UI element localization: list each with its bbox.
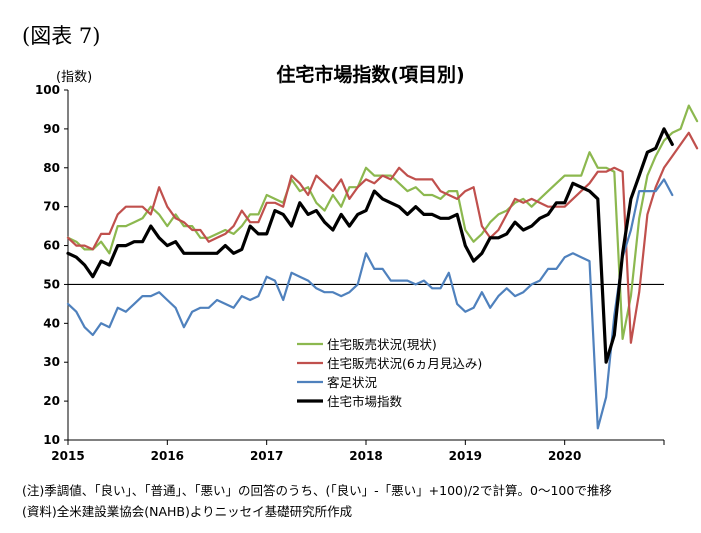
series-lines [66,104,699,430]
source-note: (資料)全米建設業協会(NAHB)よりニッセイ基礎研究所作成 [22,504,353,519]
x-tick-label: 2017 [250,449,283,463]
series-line-3 [66,127,674,364]
x-tick-label: 2019 [449,449,482,463]
y-tick-label: 100 [35,83,60,97]
x-tick-label: 2015 [51,449,84,463]
x-tick-label: 2020 [548,449,581,463]
x-tick-label: 2018 [349,449,382,463]
y-tick-label: 70 [43,200,60,214]
chart-title: 住宅市場指数(項目別) [276,64,465,86]
y-axis-unit-label: (指数) [56,70,93,85]
y-tick-label: 60 [43,239,60,253]
series-line-2 [66,178,674,430]
x-tick-label: 2016 [151,449,184,463]
y-tick-label: 50 [43,277,60,291]
y-tick-label: 20 [43,394,60,408]
y-tick-label: 40 [43,316,60,330]
legend-label-1: 住宅販売状況(6ヵ月見込み) [327,356,482,371]
series-line-1 [66,131,699,344]
y-tick-label: 90 [43,122,60,136]
chart-axes: 10 20 30 40 50 60 70 80 90 100 2015 2016 2017 2018 201… [35,83,665,463]
y-tick-label: 30 [43,355,60,369]
legend-label-3: 住宅市場指数 [327,394,403,409]
figure-label: (図表 7) [22,24,101,48]
y-tick-label: 80 [43,161,60,175]
legend-label-0: 住宅販売状況(現状) [327,337,437,352]
legend-label-2: 客足状況 [327,375,378,390]
footnote: (注)季調値、「良い」、「普通」、「悪い」の回答のうち、(「良い」-「悪い」+1… [22,483,612,498]
y-tick-label: 10 [43,433,60,447]
